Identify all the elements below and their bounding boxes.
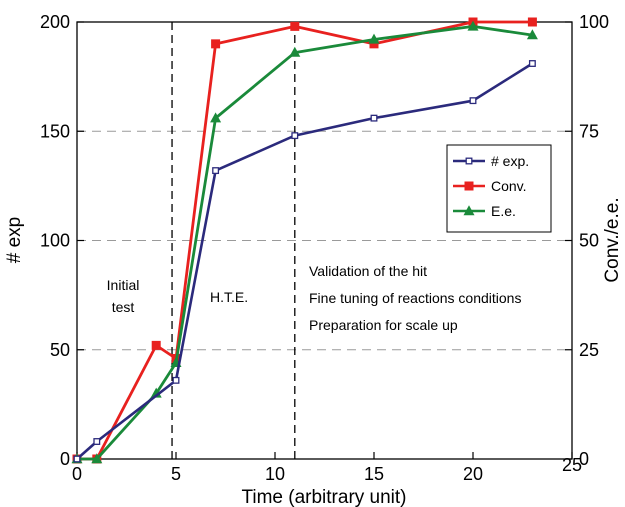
y-tick-label-left: 0 [60,449,70,469]
annotation-hte: H.T.E. [210,289,248,305]
data-point [289,46,301,57]
legend-marker-exp [465,157,473,165]
phase-dividers [171,22,296,459]
data-point [93,438,101,445]
data-point [370,114,378,122]
legend-marker-ee [463,205,475,216]
y-tick-label-right: 100 [579,12,609,32]
data-point [172,376,180,384]
data-point [73,455,81,463]
data-point [211,39,221,49]
data-point [91,453,103,464]
data-point [528,60,536,67]
y-tick-label-left: 50 [50,340,70,360]
x-tick-label: 10 [265,464,285,484]
legend-label-exp: # exp. [491,153,529,169]
x-tick-label: 15 [364,464,384,484]
y-tick-label-left: 100 [40,231,70,251]
x-tick-label: 20 [463,464,483,484]
y-tick-label-right: 75 [579,121,599,141]
data-point [291,132,299,140]
series-exp [73,60,536,463]
annotation-val: Validation of the hit [309,263,427,279]
series-line [76,62,534,460]
annotation-prep: Preparation for scale up [309,317,458,333]
annotations: Initial test H.T.E. Validation of the hit Fi… [107,263,522,333]
data-point [212,167,220,175]
series-line [77,24,533,461]
series-ee [71,20,538,464]
legend: # exp. Conv. E.e. [446,144,552,233]
annotation-initial1: Initial [107,277,140,293]
data-point [526,29,538,40]
x-tick-label: 25 [562,455,582,475]
y-tick-label-left: 150 [40,121,70,141]
data-point [527,17,537,27]
y-axis-title-left: # exp [4,217,25,263]
legend-marker-conv [464,181,474,191]
y-tick-label-right: 25 [579,340,599,360]
legend-label-ee: E.e. [491,203,516,219]
data-point [369,39,379,49]
series-lines [71,17,538,464]
data-point [210,112,222,123]
x-tick-label: 5 [171,464,181,484]
legend-label-conv: Conv. [491,178,527,194]
y-tick-label-right: 50 [579,231,599,251]
data-point [469,97,477,105]
y-tick-label-left: 200 [40,12,70,32]
x-tick-label: 0 [72,464,82,484]
y-axis-title-right: Conv./e.e. [602,197,623,282]
y-tick-label-right: 0 [579,449,589,469]
data-point [151,340,161,350]
data-point [290,21,300,31]
legend-box [446,144,552,233]
annotation-initial2: test [112,299,135,315]
data-point [467,20,479,31]
data-point [368,33,380,44]
x-axis-title: Time (arbitrary unit) [241,487,406,507]
annotation-fine: Fine tuning of reactions conditions [309,290,521,306]
